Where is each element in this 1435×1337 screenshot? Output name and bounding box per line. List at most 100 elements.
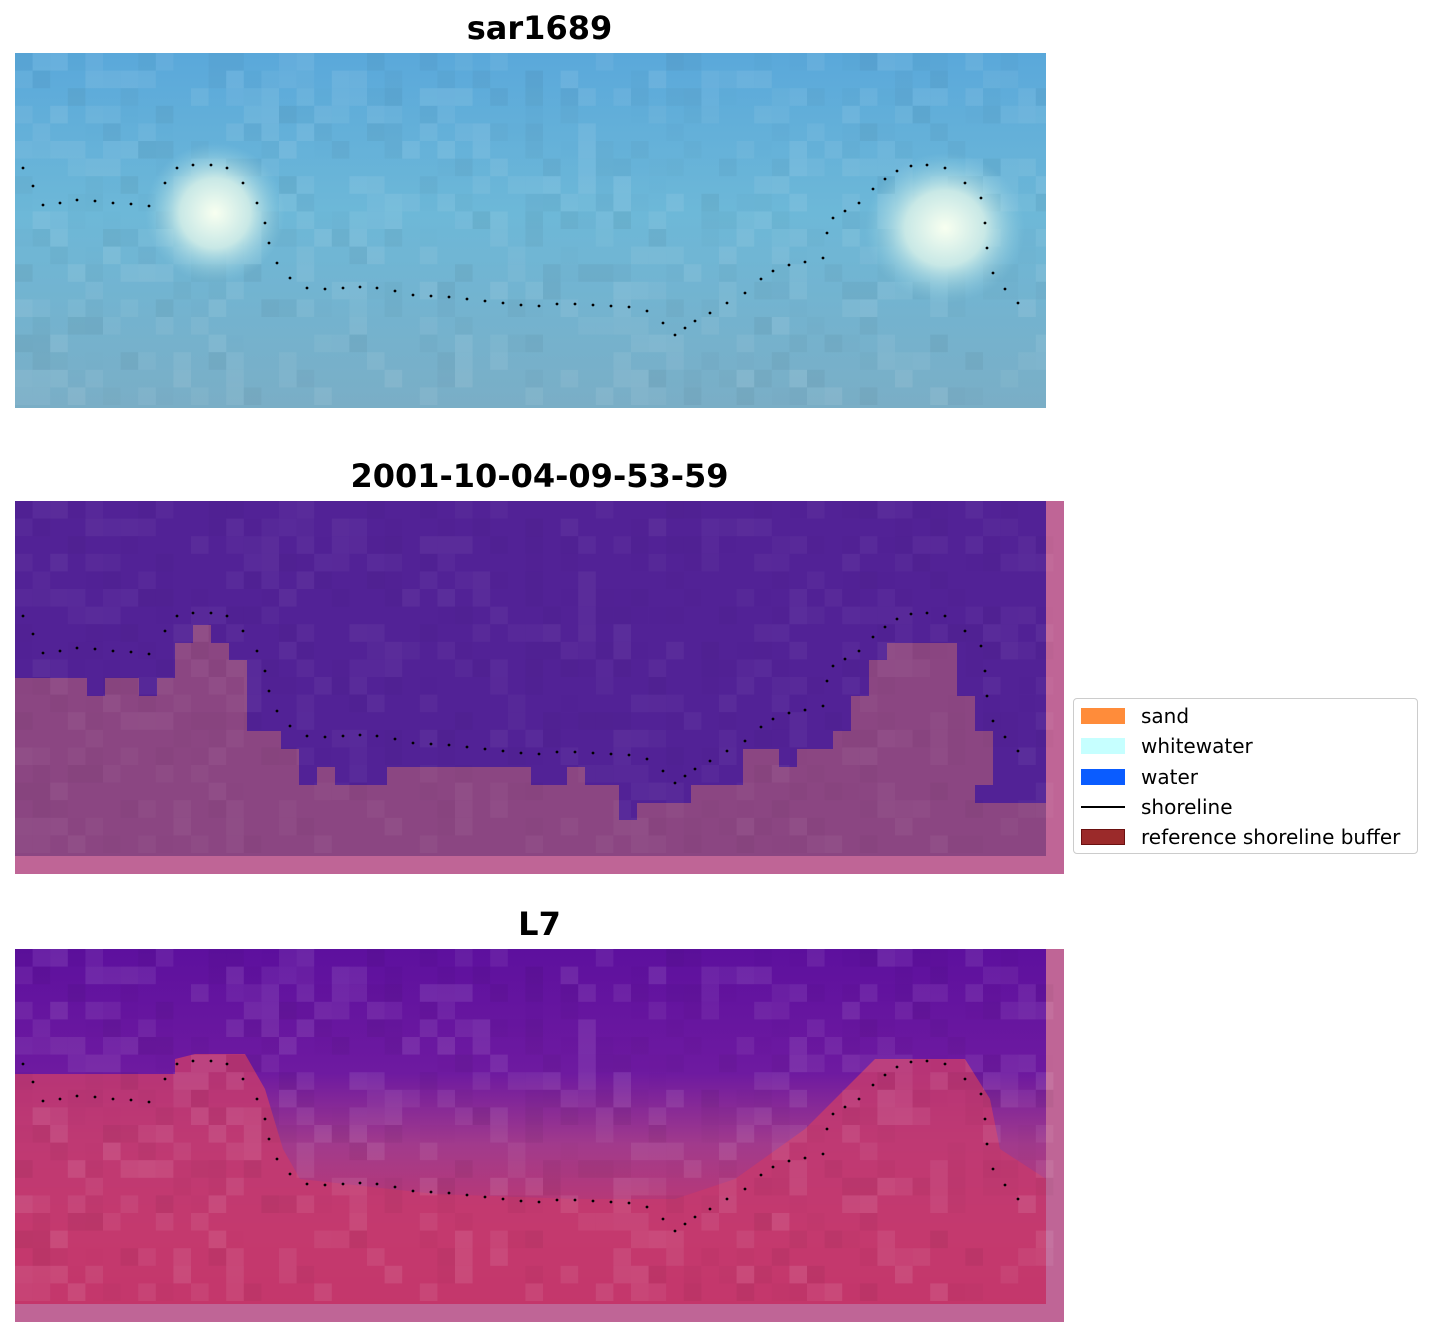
pixel bbox=[367, 984, 385, 1002]
pixel bbox=[736, 70, 755, 89]
pixel bbox=[226, 835, 244, 853]
pixel bbox=[648, 518, 667, 537]
shoreline-dot bbox=[225, 166, 229, 170]
pixel bbox=[877, 281, 895, 300]
pixel bbox=[543, 1177, 561, 1196]
pixel bbox=[771, 229, 790, 247]
pixel bbox=[666, 800, 684, 818]
pixel bbox=[455, 984, 473, 1002]
pixel bbox=[719, 712, 737, 730]
pixel bbox=[173, 1178, 191, 1196]
pixel bbox=[948, 730, 966, 748]
pixel bbox=[67, 264, 86, 282]
pixel bbox=[1001, 949, 1019, 967]
pixel bbox=[1018, 695, 1036, 713]
pixel bbox=[895, 105, 913, 124]
pixel bbox=[877, 352, 895, 370]
pixel bbox=[296, 1142, 315, 1161]
pixel bbox=[103, 571, 121, 589]
pixel bbox=[666, 352, 684, 370]
shoreline-dot bbox=[883, 625, 887, 629]
pixel bbox=[402, 589, 420, 607]
pixel bbox=[578, 712, 596, 730]
panel-title-rgb: sar1689 bbox=[466, 9, 613, 47]
shoreline-dots bbox=[21, 1059, 1020, 1233]
pixel bbox=[138, 949, 156, 967]
pixel bbox=[209, 53, 227, 71]
pixel bbox=[842, 53, 860, 71]
pixel bbox=[578, 1019, 596, 1037]
pixel bbox=[736, 1037, 755, 1055]
pixel bbox=[807, 765, 825, 783]
pixel bbox=[367, 1107, 385, 1125]
pixel bbox=[244, 71, 262, 89]
pixel bbox=[243, 694, 262, 713]
pixel bbox=[525, 1195, 543, 1213]
pixel bbox=[1001, 53, 1019, 71]
pixel bbox=[666, 712, 684, 730]
pixel bbox=[191, 589, 209, 607]
pixel bbox=[455, 211, 473, 229]
pixel bbox=[913, 730, 931, 748]
pixel bbox=[948, 589, 966, 607]
pixel bbox=[50, 211, 68, 229]
pixel bbox=[807, 387, 825, 405]
pixel bbox=[120, 176, 139, 194]
pixel bbox=[842, 571, 860, 589]
shoreline-dot bbox=[925, 163, 929, 167]
pixel bbox=[314, 783, 332, 801]
pixel bbox=[85, 624, 103, 642]
pixel bbox=[719, 694, 737, 713]
pixel bbox=[67, 589, 86, 607]
shoreline-dot bbox=[375, 734, 379, 738]
shoreline-dot bbox=[447, 743, 451, 747]
pixel bbox=[771, 176, 790, 194]
pixel bbox=[261, 984, 279, 1002]
pixel bbox=[965, 106, 983, 124]
pixel bbox=[736, 518, 755, 537]
shoreline-dot bbox=[31, 184, 35, 188]
pixel bbox=[226, 501, 244, 519]
pixel bbox=[631, 817, 649, 836]
pixel bbox=[842, 1178, 860, 1196]
pixel bbox=[385, 299, 403, 317]
pixel bbox=[1035, 1089, 1054, 1108]
shoreline-dot bbox=[645, 1205, 649, 1209]
pixel bbox=[32, 949, 51, 967]
pixel bbox=[120, 518, 139, 537]
land-reflectance-area bbox=[15, 1054, 1046, 1304]
pixel bbox=[191, 765, 209, 783]
pixel bbox=[473, 659, 491, 677]
pixel bbox=[771, 1213, 790, 1231]
pixel bbox=[772, 159, 790, 177]
pixel bbox=[895, 519, 913, 537]
pixel bbox=[261, 1107, 279, 1125]
pixel bbox=[877, 571, 895, 589]
pixel bbox=[1001, 624, 1019, 642]
pixel bbox=[842, 1019, 860, 1037]
pixel bbox=[631, 589, 649, 607]
pixel bbox=[631, 317, 649, 335]
pixel bbox=[983, 642, 1001, 660]
pixel bbox=[385, 1195, 403, 1213]
pixel bbox=[561, 264, 579, 282]
pixel bbox=[367, 642, 385, 660]
shoreline-dot bbox=[267, 241, 271, 245]
pixel bbox=[719, 1266, 737, 1284]
pixel bbox=[85, 1160, 103, 1178]
pixel bbox=[842, 88, 860, 106]
pixel bbox=[719, 370, 737, 388]
pixel bbox=[719, 536, 737, 554]
pixel bbox=[596, 1055, 614, 1073]
pixel bbox=[719, 1160, 737, 1178]
pixel bbox=[842, 1195, 860, 1213]
pixel bbox=[15, 783, 33, 801]
pixel bbox=[684, 159, 702, 177]
pixel bbox=[507, 1142, 526, 1161]
pixel bbox=[772, 800, 790, 818]
pixel bbox=[85, 554, 103, 572]
pixel bbox=[244, 1019, 262, 1037]
shoreline-dot bbox=[909, 1060, 913, 1064]
pixel bbox=[860, 1248, 878, 1266]
shoreline-dot bbox=[429, 1190, 433, 1194]
